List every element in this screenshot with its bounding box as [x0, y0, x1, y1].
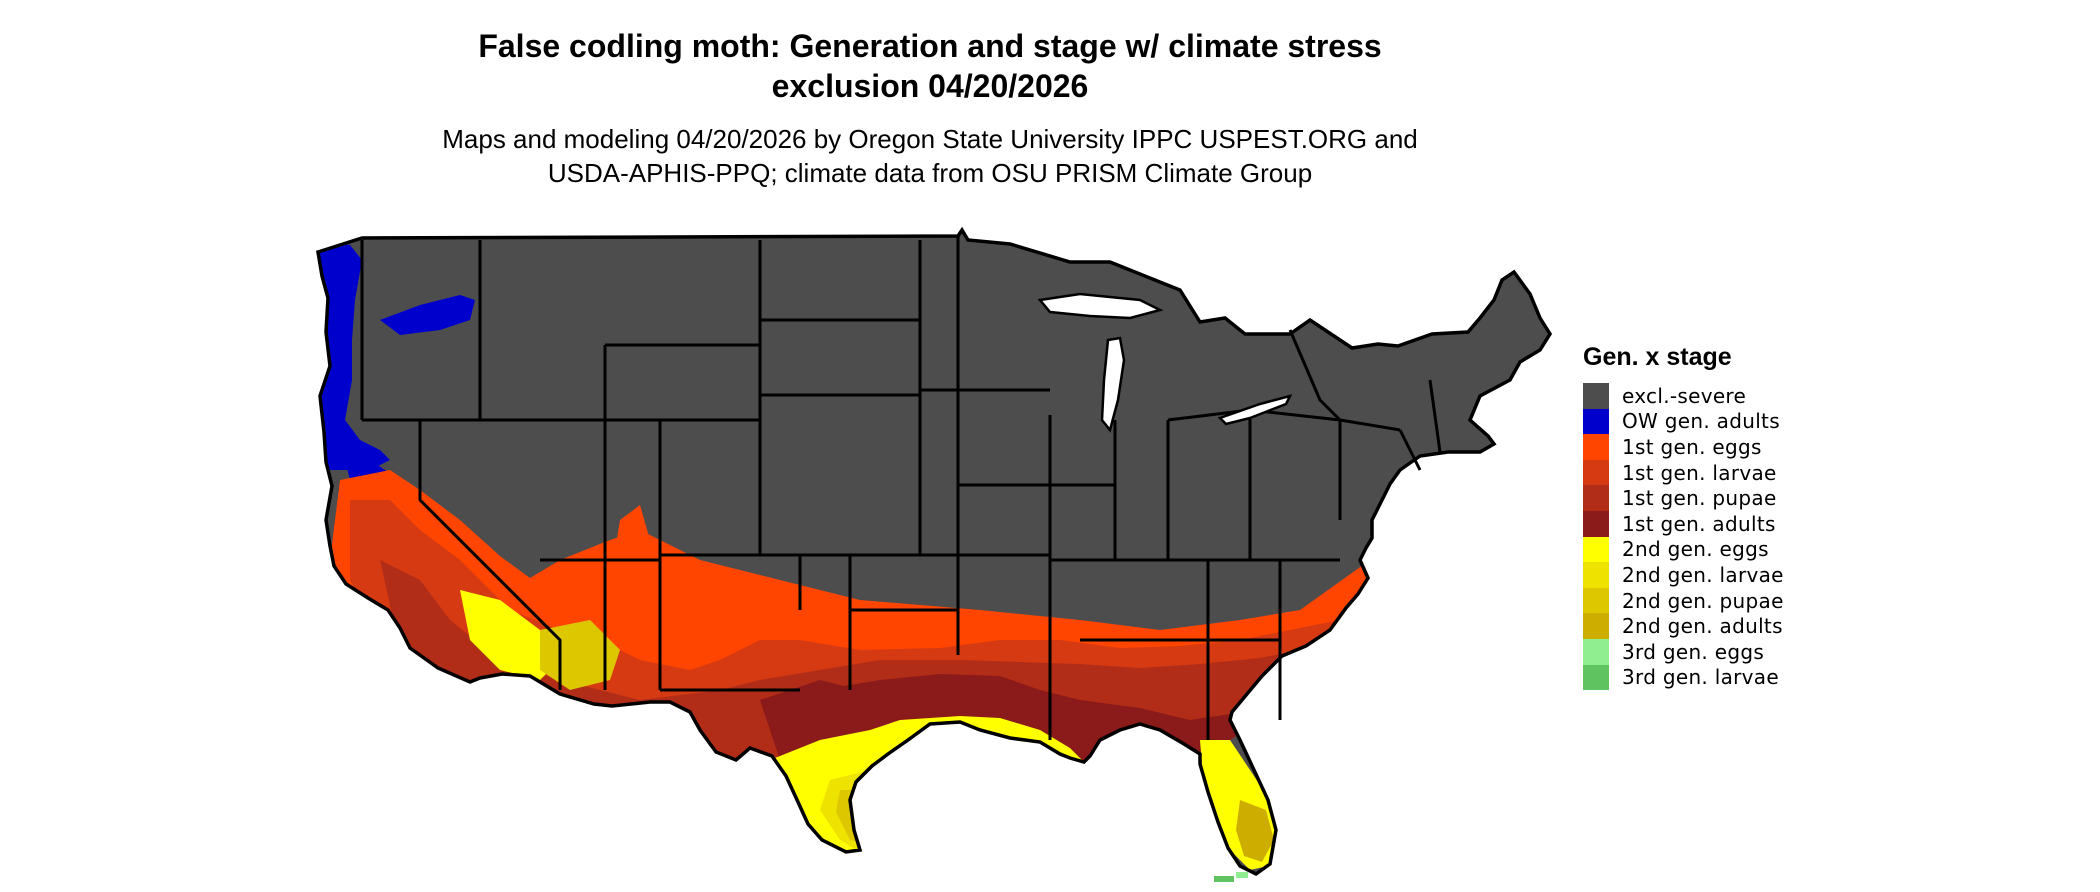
state-boundaries — [360, 236, 1442, 740]
legend-label: 2nd gen. pupae — [1622, 588, 1784, 613]
florida-keys-3rd-gen — [1214, 876, 1234, 882]
legend-item: 2nd gen. pupae — [1583, 587, 1784, 614]
legend-swatch — [1583, 536, 1609, 563]
legend-label: 3rd gen. eggs — [1622, 639, 1765, 664]
legend-swatch — [1583, 587, 1609, 614]
legend-label: 2nd gen. larvae — [1622, 562, 1784, 587]
region-2nd-eggs-socal — [460, 590, 560, 680]
legend-swatch — [1583, 459, 1609, 486]
legend-label: excl.-severe — [1622, 383, 1747, 408]
legend-swatch — [1583, 434, 1609, 460]
legend-swatch — [1583, 408, 1609, 435]
legend-item: excl.-severe — [1583, 383, 1784, 409]
map-subtitle-line-2: USDA-APHIS-PPQ; climate data from OSU PR… — [547, 158, 1313, 188]
legend-item: 1st gen. larvae — [1583, 459, 1784, 486]
legend-item: OW gen. adults — [1583, 408, 1784, 435]
legend-label: 3rd gen. larvae — [1622, 665, 1779, 690]
legend-swatch — [1583, 383, 1609, 409]
map-title-line-2: exclusion 04/20/2026 — [771, 68, 1089, 104]
lake-superior — [1037, 292, 1164, 320]
legend-label: 1st gen. larvae — [1622, 460, 1777, 485]
legend-item: 1st gen. eggs — [1583, 434, 1784, 460]
boundary-az-nm — [540, 558, 800, 692]
legend-item: 1st gen. adults — [1583, 510, 1784, 537]
legend-swatch — [1583, 613, 1609, 639]
region-1st-eggs-utah — [615, 505, 650, 560]
region-1st-adults-texas — [760, 680, 880, 740]
legend-label: OW gen. adults — [1622, 409, 1780, 434]
legend-item: 1st gen. pupae — [1583, 485, 1784, 511]
legend-label: 2nd gen. adults — [1622, 614, 1783, 639]
legend-title: Gen. x stage — [1583, 343, 1732, 371]
legend-swatch — [1583, 562, 1609, 588]
legend-item: 2nd gen. eggs — [1583, 536, 1784, 563]
lake-michigan — [1100, 336, 1126, 433]
map-legend: Gen. x stage excl.-severe OW gen. adults 1… — [1583, 342, 1784, 691]
legend-swatch — [1583, 510, 1609, 537]
florida-keys-3rd-eggs — [1236, 872, 1248, 878]
legend-swatch — [1583, 664, 1609, 691]
map-title-line-1: False codling moth: Generation and stage… — [478, 28, 1382, 64]
legend-label: 1st gen. adults — [1622, 511, 1776, 536]
legend-label: 1st gen. eggs — [1622, 434, 1762, 459]
legend-item: 2nd gen. larvae — [1583, 562, 1784, 588]
boundary-horizontals — [362, 318, 1340, 642]
legend-item: 3rd gen. eggs — [1583, 638, 1784, 665]
legend-item: 2nd gen. adults — [1583, 613, 1784, 639]
legend-swatch — [1583, 485, 1609, 511]
map-subtitle-line-1: Maps and modeling 04/20/2026 by Oregon S… — [442, 124, 1418, 154]
boundary-ca-nv — [418, 420, 562, 690]
region-2nd-adults — [1236, 800, 1274, 862]
region-ow-adults-columbia — [380, 295, 475, 335]
legend-item: 3rd gen. larvae — [1583, 664, 1784, 691]
legend-label: 2nd gen. eggs — [1622, 537, 1769, 562]
lake-erie — [1217, 394, 1293, 426]
legend-label: 1st gen. pupae — [1622, 486, 1777, 511]
legend-swatch — [1583, 638, 1609, 665]
boundary-east — [1167, 329, 1442, 560]
legend-entries: excl.-severe OW gen. adults 1st gen. eggs 1… — [1583, 383, 1784, 691]
